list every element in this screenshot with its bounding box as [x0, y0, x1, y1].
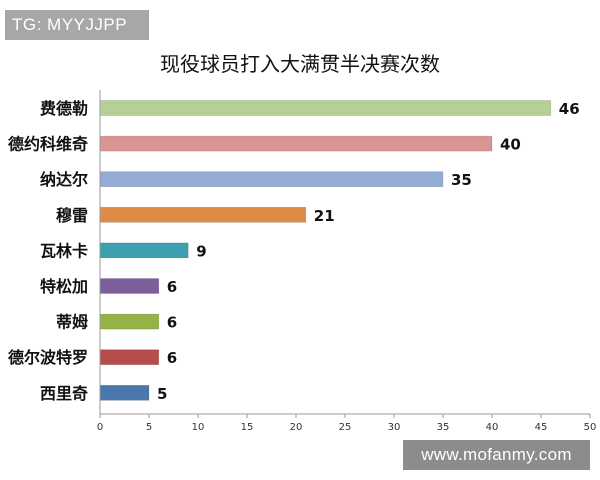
value-label: 5: [157, 385, 167, 403]
bar: [99, 242, 189, 259]
bar: [99, 313, 160, 330]
chart-title: 现役球员打入大满贯半决赛次数: [160, 52, 440, 76]
bar: [99, 207, 307, 223]
value-label: 6: [167, 278, 177, 296]
bar: [99, 278, 160, 294]
channel-badge: TG: MYYJJPP: [5, 10, 149, 40]
category-label: 德尔波特罗: [8, 348, 88, 367]
value-label: 6: [167, 349, 177, 367]
category-label: 特松加: [40, 277, 88, 296]
value-label: 9: [196, 242, 206, 260]
bar: [99, 171, 444, 187]
category-label: 西里奇: [40, 384, 88, 403]
x-tick-label: 45: [535, 422, 548, 433]
category-label: 费德勒: [40, 99, 88, 118]
x-tick-label: 50: [584, 422, 597, 433]
bar: [99, 135, 493, 152]
x-tick-label: 10: [192, 422, 205, 433]
category-label: 蒂姆: [56, 313, 88, 332]
x-tick-label: 40: [486, 422, 499, 433]
category-label: 纳达尔: [40, 170, 88, 189]
value-label: 46: [559, 100, 580, 118]
value-label: 40: [500, 136, 521, 154]
bar: [99, 384, 150, 401]
x-tick-label: 5: [146, 422, 152, 433]
bar: [99, 100, 552, 116]
value-label: 6: [167, 314, 177, 332]
x-tick-label: 15: [241, 422, 254, 433]
category-label: 瓦林卡: [40, 241, 88, 260]
value-label: 35: [451, 171, 472, 189]
x-tick-label: 20: [290, 422, 303, 433]
x-tick-label: 25: [339, 422, 352, 433]
x-tick-label: 0: [97, 422, 103, 433]
category-label: 德约科维奇: [8, 135, 88, 154]
x-tick-label: 35: [437, 422, 450, 433]
category-label: 穆雷: [56, 206, 88, 225]
bar: [99, 349, 160, 366]
site-watermark: www.mofanmy.com: [403, 440, 590, 470]
value-label: 21: [314, 207, 335, 225]
x-tick-label: 30: [388, 422, 401, 433]
